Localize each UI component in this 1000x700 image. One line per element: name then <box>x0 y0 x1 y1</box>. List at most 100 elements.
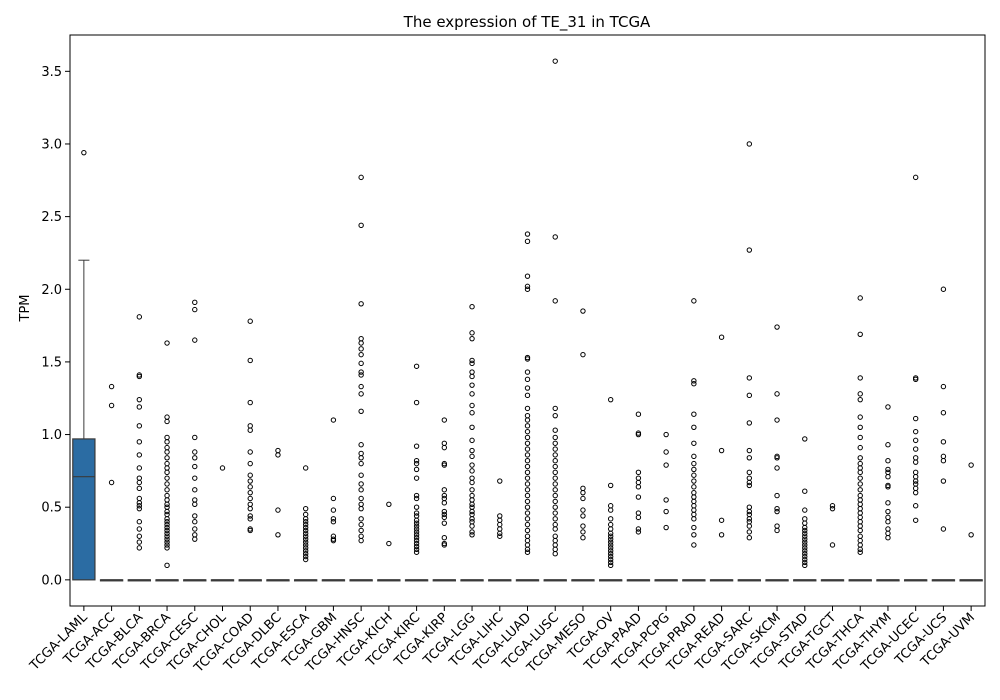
outlier-point <box>718 334 725 340</box>
outlier-point <box>136 452 143 458</box>
outlier-point <box>691 532 697 538</box>
outlier-point <box>469 335 475 342</box>
outlier-point <box>912 415 919 422</box>
y-tick-label: 0.0 <box>41 573 62 588</box>
outlier-point <box>774 455 780 461</box>
outlier-point <box>635 411 642 417</box>
outlier-point <box>691 460 697 467</box>
outlier-point <box>718 447 725 454</box>
outlier-point <box>136 505 143 512</box>
outlier-point <box>746 375 753 381</box>
outlier-point <box>386 501 392 507</box>
outlier-point <box>136 500 143 506</box>
outlier-point <box>469 382 475 388</box>
outlier-point <box>552 475 558 481</box>
outlier-point <box>164 562 170 569</box>
outlier-point <box>691 511 697 518</box>
outlier-point <box>164 475 170 481</box>
outlier-point <box>524 546 531 553</box>
outlier-point <box>192 487 198 493</box>
outlier-point <box>469 437 475 444</box>
outlier-point <box>635 514 642 521</box>
outlier-point <box>302 556 309 563</box>
outlier-point <box>802 559 808 566</box>
outlier-point <box>940 410 947 416</box>
outlier-point <box>857 523 863 529</box>
outlier-point <box>802 507 808 513</box>
outlier-point <box>469 501 475 507</box>
outlier-point <box>607 396 614 403</box>
outlier-point <box>164 501 170 507</box>
outlier-point <box>802 542 808 548</box>
outlier-point <box>857 527 863 534</box>
outlier-point <box>524 527 531 534</box>
outlier-point <box>192 536 198 542</box>
plot-area-frame <box>69 34 986 607</box>
outlier-point <box>912 473 919 480</box>
outlier-point <box>469 357 475 364</box>
outlier-point <box>857 434 863 441</box>
outlier-point <box>497 533 503 539</box>
outlier-point <box>441 542 448 548</box>
outlier-point <box>968 462 974 468</box>
outlier-point <box>192 337 198 343</box>
outlier-point <box>164 487 170 493</box>
outlier-point <box>802 548 808 554</box>
outlier-point <box>552 516 558 522</box>
outlier-point <box>746 482 753 489</box>
outlier-point <box>164 439 170 445</box>
box-group <box>543 58 567 582</box>
outlier-point <box>524 533 531 539</box>
outlier-point <box>524 273 531 279</box>
outlier-point <box>247 472 253 478</box>
outlier-point <box>247 318 253 324</box>
outlier-point <box>580 529 586 535</box>
box-group <box>238 318 262 582</box>
outlier-point <box>774 391 780 397</box>
outlier-point <box>358 335 364 342</box>
outlier-point <box>857 533 863 539</box>
outlier-point <box>164 521 170 528</box>
outlier-point <box>746 141 753 147</box>
outlier-point <box>774 508 780 515</box>
outlier-point <box>802 488 808 494</box>
outlier-point <box>524 542 531 548</box>
outlier-point <box>580 485 586 492</box>
outlier-point <box>164 533 170 539</box>
outlier-point <box>524 504 531 510</box>
outlier-point <box>497 530 503 537</box>
outlier-point <box>358 174 364 181</box>
outlier-point <box>524 440 531 446</box>
outlier-point <box>940 453 947 460</box>
outlier-point <box>192 434 198 441</box>
outlier-point <box>441 487 448 493</box>
outlier-point <box>136 526 143 532</box>
box-group <box>404 363 429 582</box>
outlier-point <box>247 527 253 534</box>
outlier-point <box>136 439 143 445</box>
outlier-point <box>524 475 531 481</box>
outlier-point <box>580 489 586 496</box>
outlier-point <box>746 247 753 253</box>
outlier-point <box>302 553 309 560</box>
outlier-point <box>136 545 143 551</box>
outlier-point <box>912 455 919 461</box>
outlier-point <box>774 527 780 534</box>
outlier-point <box>774 417 780 423</box>
outlier-point <box>413 549 420 555</box>
outlier-point <box>524 423 531 429</box>
outlier-point <box>857 492 863 499</box>
outlier-point <box>580 495 586 502</box>
outlier-point <box>912 517 919 523</box>
outlier-point <box>192 463 198 470</box>
outlier-point <box>164 469 170 476</box>
outlier-point <box>746 475 753 481</box>
outlier-point <box>857 505 863 512</box>
outlier-point <box>275 507 281 513</box>
outlier-point <box>746 420 753 426</box>
outlier-point <box>552 440 558 446</box>
outlier-point <box>857 375 863 381</box>
outlier-point <box>164 414 170 420</box>
outlier-point <box>358 442 364 448</box>
outlier-point <box>192 475 198 481</box>
